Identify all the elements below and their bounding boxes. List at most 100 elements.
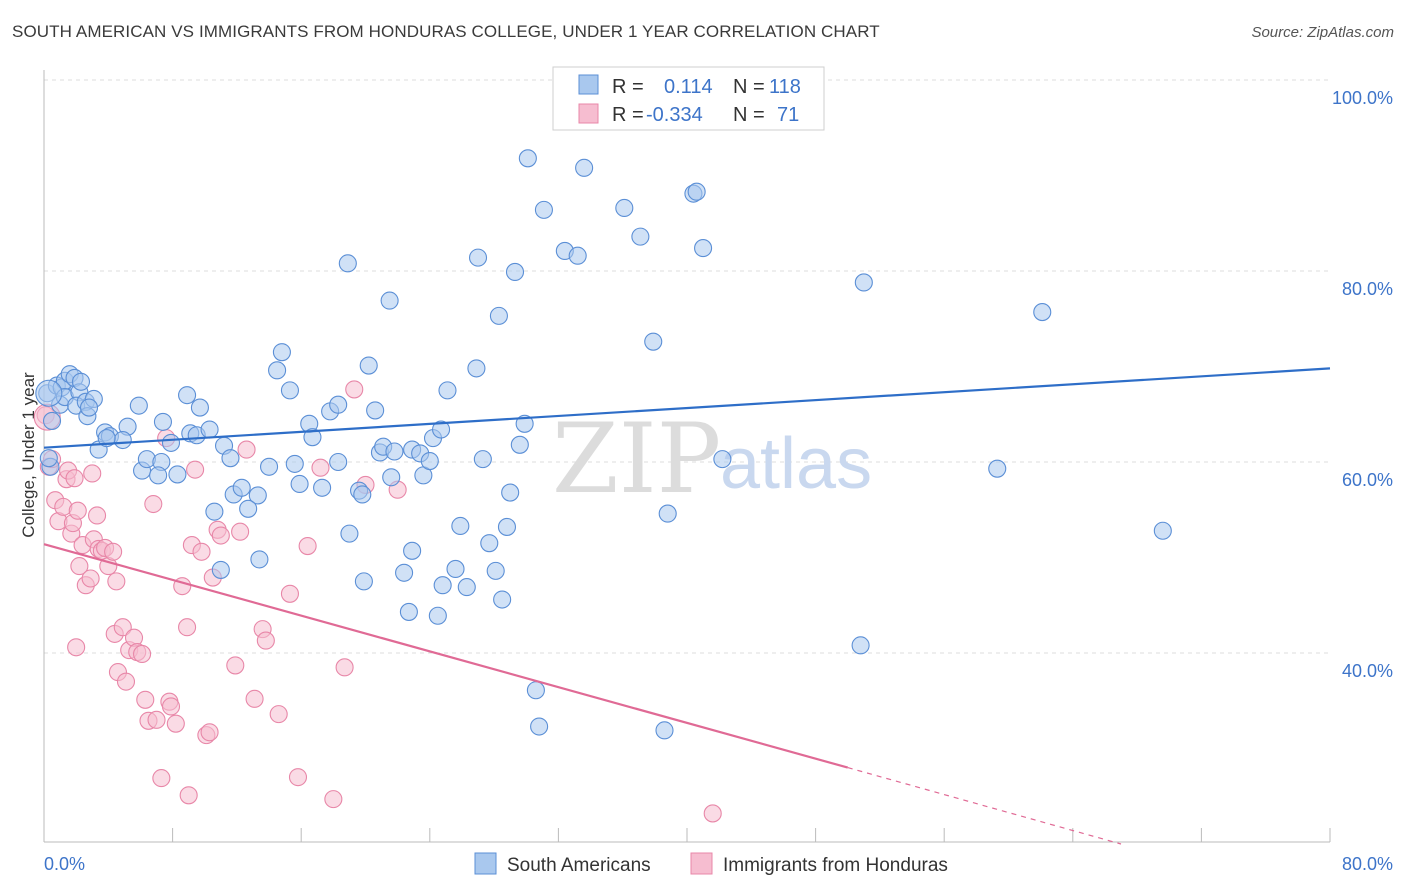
south-american-point <box>534 200 553 219</box>
bottom-legend-label-2: Immigrants from Honduras <box>723 855 948 876</box>
south-american-point <box>497 517 517 536</box>
south-american-point <box>221 449 240 468</box>
tick-labels: 100.0% 80.0% 60.0% 40.0% 0.0% 80.0% <box>44 88 1393 874</box>
trend-line-honduras <box>43 543 849 769</box>
south-american-point <box>190 398 209 417</box>
south-american-point <box>353 485 372 504</box>
honduras-point <box>288 768 308 787</box>
trend-line-south-americans <box>43 367 1331 449</box>
south-american-point <box>129 396 148 415</box>
series-south-americans-points <box>35 149 1172 740</box>
south-american-point <box>644 332 663 351</box>
south-american-point <box>42 411 62 430</box>
south-american-point <box>382 468 401 487</box>
honduras-point <box>107 572 126 591</box>
south-american-point <box>149 466 168 485</box>
south-american-point <box>385 442 404 461</box>
legend-box: R = 0.114 N = 118 R = -0.334 N = 71 <box>552 66 825 131</box>
honduras-point <box>256 631 275 650</box>
honduras-point <box>186 460 205 479</box>
honduras-point <box>335 658 354 677</box>
honduras-point <box>67 638 86 657</box>
x-tick-label: 0.0% <box>44 854 85 874</box>
honduras-point <box>147 710 166 729</box>
south-american-point <box>438 381 457 400</box>
honduras-point <box>81 569 100 588</box>
south-american-point <box>211 560 230 579</box>
honduras-point <box>178 618 197 637</box>
honduras-point <box>83 464 102 483</box>
trend-line-honduras-extension <box>847 767 1122 845</box>
south-american-point <box>615 198 634 218</box>
south-american-point <box>39 449 58 468</box>
south-american-point <box>340 524 359 543</box>
legend-n-label-1: N = <box>733 76 765 98</box>
south-american-point <box>505 262 525 282</box>
honduras-point <box>152 769 171 788</box>
y-tick-label: 100.0% <box>1332 88 1393 108</box>
honduras-point <box>166 714 185 733</box>
x-tick-label: 80.0% <box>1342 854 1393 874</box>
honduras-point <box>179 786 198 805</box>
honduras-point <box>226 656 245 675</box>
y-tick-label: 80.0% <box>1342 279 1393 299</box>
source-label: Source: ZipAtlas.com <box>1251 24 1394 41</box>
honduras-point <box>298 536 317 556</box>
honduras-point <box>703 804 722 823</box>
south-american-point <box>113 430 132 450</box>
south-american-point <box>313 478 332 497</box>
legend-swatch-blue <box>578 74 599 95</box>
south-american-point <box>510 435 529 454</box>
chart-title: SOUTH AMERICAN VS IMMIGRANTS FROM HONDUR… <box>12 22 880 41</box>
south-american-point <box>468 248 488 267</box>
honduras-point <box>237 440 256 459</box>
honduras-point <box>161 697 181 716</box>
honduras-point <box>324 790 343 809</box>
south-american-point <box>655 721 674 740</box>
south-american-point <box>687 182 706 201</box>
south-american-point <box>329 395 348 414</box>
bottom-legend: South Americans Immigrants from Honduras <box>474 852 948 876</box>
south-american-point <box>272 343 291 362</box>
y-axis-label: College, Under 1 year <box>19 372 38 538</box>
south-american-point <box>1153 521 1172 540</box>
south-american-point <box>428 606 447 625</box>
south-american-point <box>433 576 452 595</box>
honduras-point <box>269 705 288 724</box>
south-american-point <box>395 563 414 582</box>
south-american-point <box>161 433 181 452</box>
watermark: ZIP atlas <box>552 403 872 515</box>
south-american-point <box>530 717 549 736</box>
south-american-point <box>329 452 348 472</box>
honduras-point <box>192 542 211 561</box>
y-tick-label: 60.0% <box>1342 470 1393 490</box>
bottom-legend-swatch-pink <box>690 852 713 875</box>
south-american-point <box>473 450 492 469</box>
honduras-point <box>113 618 132 637</box>
bottom-legend-label-1: South Americans <box>507 855 651 876</box>
honduras-point <box>104 542 123 561</box>
south-american-point <box>338 254 357 273</box>
south-american-point <box>285 454 304 473</box>
south-american-point <box>694 239 713 258</box>
honduras-point <box>280 584 299 603</box>
south-american-point <box>399 602 418 621</box>
south-american-point <box>568 246 587 265</box>
legend-swatch-pink <box>578 103 599 124</box>
south-american-point <box>515 414 534 433</box>
legend-r-label-1: R = <box>612 76 644 98</box>
south-american-point <box>713 450 732 469</box>
south-american-point <box>35 379 63 407</box>
south-american-point <box>354 572 373 591</box>
watermark-atlas: atlas <box>720 424 872 504</box>
south-american-point <box>250 550 269 569</box>
honduras-point <box>245 689 264 708</box>
south-american-point <box>259 457 279 476</box>
south-american-point <box>420 451 439 471</box>
honduras-point <box>133 644 152 664</box>
honduras-point <box>116 672 136 691</box>
south-american-point <box>575 158 594 177</box>
watermark-zip: ZIP <box>552 403 721 515</box>
south-american-point <box>501 483 520 502</box>
